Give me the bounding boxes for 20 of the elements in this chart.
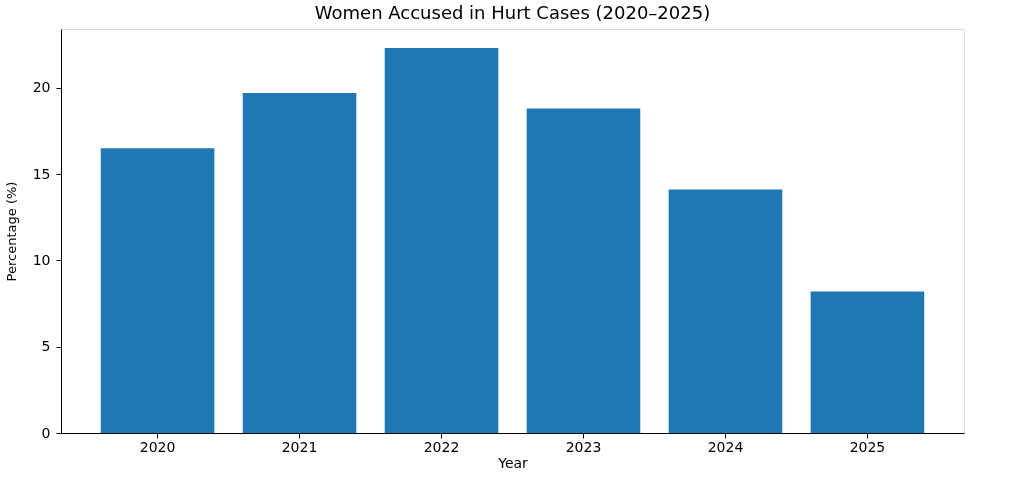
- bar: [810, 291, 925, 433]
- x-tick-label: 2023: [565, 438, 602, 455]
- y-axis-title: Percentage (%): [3, 181, 19, 282]
- bar: [526, 108, 641, 433]
- y-tick-label: 10: [32, 251, 51, 268]
- y-tick-label: 5: [41, 338, 51, 355]
- x-tick-label: 2020: [139, 438, 176, 455]
- x-axis-title: Year: [497, 454, 529, 471]
- x-tick-label: 2024: [707, 438, 744, 455]
- bar: [100, 148, 215, 433]
- y-tick-label: 20: [32, 79, 51, 96]
- bar: [384, 47, 499, 433]
- bar: [668, 189, 783, 433]
- bar: [242, 92, 357, 433]
- x-tick-label: 2021: [281, 438, 318, 455]
- x-tick-label: 2025: [849, 438, 886, 455]
- y-tick-label: 15: [32, 165, 51, 182]
- x-tick-label: 2022: [423, 438, 460, 455]
- chart-title: Women Accused in Hurt Cases (2020–2025): [314, 2, 711, 23]
- y-tick-label: 0: [41, 424, 51, 441]
